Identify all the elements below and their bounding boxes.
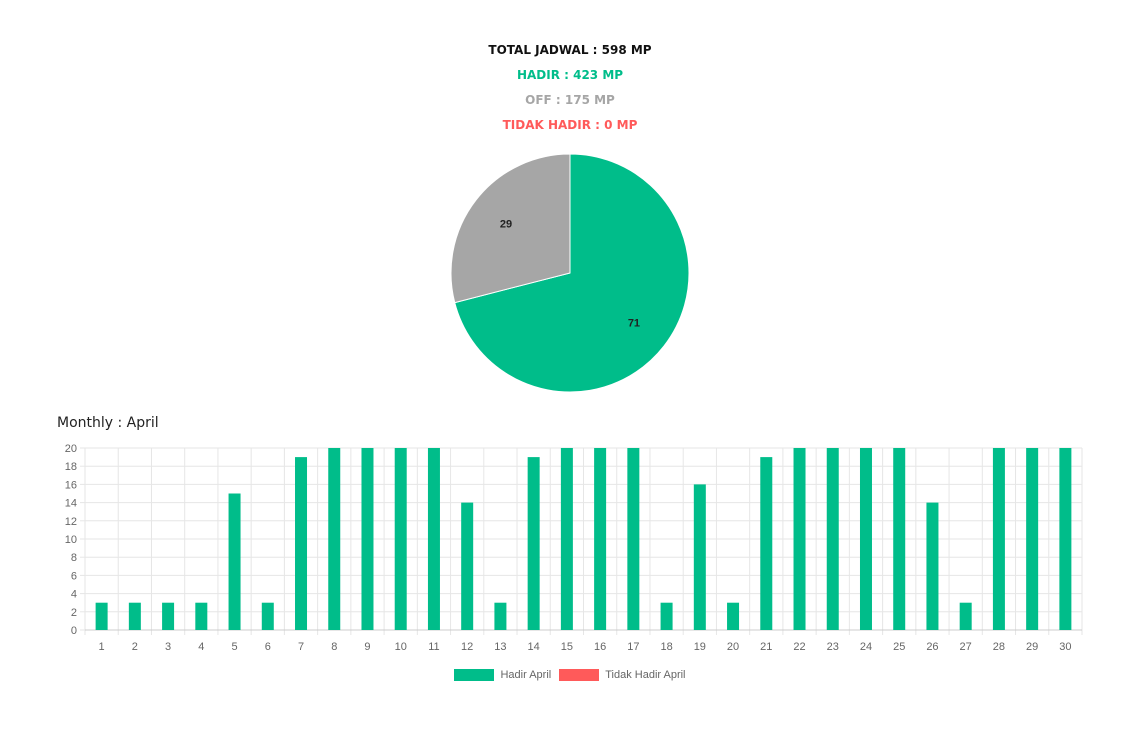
- bar-hadir[interactable]: [361, 448, 374, 630]
- bar-hadir[interactable]: [627, 448, 640, 630]
- bar-hadir[interactable]: [959, 602, 972, 630]
- y-tick-label: 18: [65, 461, 77, 473]
- legend-swatch-hadir: [454, 669, 495, 681]
- bar-hadir[interactable]: [228, 493, 241, 631]
- legend-item-tidak-hadir[interactable]: Tidak Hadir April: [559, 669, 686, 681]
- bar-hadir[interactable]: [494, 602, 507, 630]
- y-tick-label: 4: [71, 589, 77, 601]
- bar-hadir[interactable]: [893, 448, 906, 630]
- bar-hadir[interactable]: [693, 484, 706, 630]
- tidak-hadir-label: TIDAK HADIR : 0 MP: [502, 118, 638, 132]
- legend-label-tidak-hadir: Tidak Hadir April: [605, 669, 686, 681]
- y-tick-label: 20: [65, 443, 77, 455]
- x-tick-label: 18: [660, 641, 672, 653]
- bar-hadir[interactable]: [1026, 448, 1039, 630]
- x-tick-label: 20: [727, 641, 739, 653]
- bar-hadir[interactable]: [793, 448, 806, 630]
- x-tick-label: 10: [395, 641, 407, 653]
- bar-hadir[interactable]: [328, 448, 341, 630]
- bar-hadir[interactable]: [261, 602, 274, 630]
- y-tick-label: 6: [71, 570, 77, 582]
- y-tick-label: 8: [71, 552, 77, 564]
- monthly-title: Monthly : April: [57, 415, 159, 431]
- legend-swatch-tidak-hadir: [559, 669, 600, 681]
- x-tick-label: 29: [1026, 641, 1038, 653]
- bar-hadir[interactable]: [859, 448, 872, 630]
- pie-data-label: 71: [628, 318, 640, 330]
- total-jadwal-label: TOTAL JADWAL : 598 MP: [488, 43, 652, 57]
- bar-hadir[interactable]: [1059, 448, 1072, 630]
- y-tick-label: 0: [71, 625, 77, 637]
- legend-item-hadir[interactable]: Hadir April: [454, 669, 551, 681]
- x-tick-label: 16: [594, 641, 606, 653]
- x-tick-label: 17: [627, 641, 639, 653]
- x-tick-label: 12: [461, 641, 473, 653]
- x-tick-label: 22: [793, 641, 805, 653]
- bar-hadir[interactable]: [660, 602, 673, 630]
- x-tick-label: 21: [760, 641, 772, 653]
- bar-hadir[interactable]: [992, 448, 1005, 630]
- bar-hadir[interactable]: [394, 448, 407, 630]
- bar-hadir[interactable]: [195, 602, 208, 630]
- x-tick-label: 11: [428, 641, 439, 653]
- legend-label-hadir: Hadir April: [500, 669, 552, 681]
- x-tick-label: 4: [198, 641, 204, 653]
- attendance-pie-chart: 71 29: [450, 153, 690, 393]
- x-tick-label: 23: [827, 641, 839, 653]
- x-tick-label: 6: [265, 641, 271, 653]
- x-tick-label: 1: [99, 641, 105, 653]
- off-label: OFF : 175 MP: [525, 93, 615, 107]
- bar-hadir[interactable]: [560, 448, 573, 630]
- x-tick-label: 9: [364, 641, 370, 653]
- chart-legend: Hadir April Tidak Hadir April: [0, 669, 1140, 681]
- x-tick-label: 2: [132, 641, 138, 653]
- y-tick-label: 10: [65, 534, 77, 546]
- x-tick-label: 15: [561, 641, 573, 653]
- y-tick-label: 16: [65, 479, 77, 491]
- x-tick-label: 3: [165, 641, 171, 653]
- bar-hadir[interactable]: [594, 448, 607, 630]
- bar-hadir[interactable]: [128, 602, 141, 630]
- pie-slice-hadir[interactable]: [454, 153, 690, 393]
- bar-hadir[interactable]: [826, 448, 839, 630]
- x-tick-label: 7: [298, 641, 304, 653]
- hadir-label: HADIR : 423 MP: [516, 68, 624, 82]
- bar-hadir[interactable]: [162, 602, 175, 630]
- bar-hadir[interactable]: [727, 602, 740, 630]
- pie-data-label: 29: [500, 218, 512, 230]
- y-tick-label: 12: [65, 516, 77, 528]
- bar-hadir[interactable]: [527, 457, 540, 630]
- y-tick-label: 14: [65, 498, 77, 510]
- x-tick-label: 5: [231, 641, 237, 653]
- bar-hadir[interactable]: [760, 457, 773, 630]
- bar-hadir[interactable]: [461, 502, 474, 630]
- x-tick-label: 30: [1059, 641, 1071, 653]
- x-tick-label: 28: [993, 641, 1005, 653]
- y-tick-label: 2: [71, 607, 77, 619]
- x-tick-label: 19: [694, 641, 706, 653]
- x-tick-label: 13: [494, 641, 506, 653]
- bar-hadir[interactable]: [926, 502, 939, 630]
- pie-slice-off[interactable]: [450, 153, 571, 304]
- bar-hadir[interactable]: [295, 457, 308, 630]
- x-tick-label: 25: [893, 641, 905, 653]
- bar-hadir[interactable]: [95, 602, 108, 630]
- x-tick-label: 26: [926, 641, 938, 653]
- x-tick-label: 24: [860, 641, 872, 653]
- bar-hadir[interactable]: [427, 448, 440, 630]
- x-tick-label: 14: [528, 641, 540, 653]
- x-tick-label: 27: [960, 641, 972, 653]
- x-tick-label: 8: [331, 641, 337, 653]
